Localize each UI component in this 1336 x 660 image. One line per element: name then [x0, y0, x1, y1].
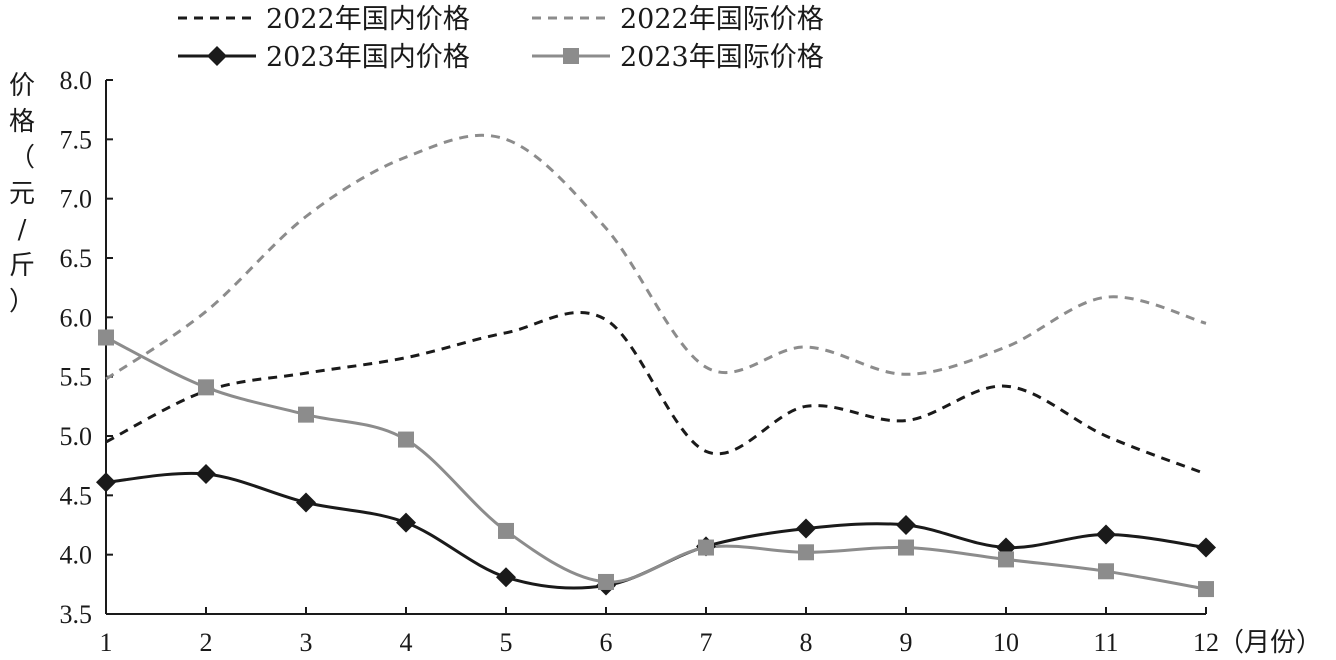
legend-label: 2023年国内价格: [266, 42, 470, 73]
series-line-4: [105, 336, 1207, 591]
y-axis-title: 价格（元/斤）: [9, 71, 35, 317]
series-markers: [96, 329, 1216, 598]
data-point-square: [1198, 581, 1214, 598]
x-tick-label: 9: [900, 628, 913, 657]
data-point-diamond: [1096, 524, 1116, 545]
y-tick-label: 5.0: [60, 422, 93, 451]
legend-item-4: 2023年国际价格: [532, 42, 824, 73]
series-lines: [105, 133, 1207, 591]
legend: 2022年国内价格 2022年国际价格 2023年国内价格 2023年国际价格: [178, 4, 824, 73]
data-point-diamond: [296, 492, 316, 513]
x-tick-label: 7: [700, 628, 713, 657]
y-tick-label: 7.5: [60, 125, 93, 154]
series-line-1: [105, 310, 1207, 476]
series-line-3: [105, 471, 1207, 590]
y-tick-label: 6.5: [60, 244, 93, 273]
x-tick-label: 5: [500, 628, 513, 657]
data-point-diamond: [196, 463, 216, 484]
y-tick-label: 3.5: [60, 600, 93, 629]
legend-label: 2022年国内价格: [266, 4, 470, 35]
series-line-2: [105, 133, 1207, 381]
data-point-square: [898, 539, 914, 556]
legend-item-2: 2022年国际价格: [532, 4, 824, 35]
legend-label: 2023年国际价格: [620, 42, 824, 73]
legend-marker-square: [563, 48, 579, 64]
x-tick-label: 12: [1193, 628, 1219, 657]
data-point-diamond: [496, 567, 516, 588]
data-point-diamond: [796, 518, 816, 539]
x-tick-label: 2: [200, 628, 213, 657]
data-point-square: [698, 539, 714, 556]
x-tick-label: 3: [300, 628, 313, 657]
data-point-square: [498, 522, 514, 539]
data-point-square: [398, 431, 414, 448]
axes: 3.54.04.55.05.56.06.57.07.58.01 2 3 4 5 6 7 8 9 1…: [60, 66, 1220, 657]
data-point-diamond: [896, 515, 916, 535]
y-tick-label: 6.0: [60, 303, 93, 332]
legend-label: 2022年国际价格: [620, 4, 824, 35]
data-point-square: [298, 406, 314, 423]
x-tick-label: 11: [1093, 628, 1118, 657]
legend-item-1: 2022年国内价格: [178, 4, 470, 35]
data-point-square: [1098, 563, 1114, 580]
y-tick-label: 7.0: [60, 185, 93, 214]
data-point-square: [98, 329, 114, 346]
data-point-square: [998, 551, 1014, 568]
x-tick-label: 8: [800, 628, 813, 657]
y-tick-label: 4.5: [60, 481, 93, 510]
data-point-square: [598, 573, 614, 590]
legend-item-3: 2023年国内价格: [178, 42, 470, 73]
data-point-diamond: [396, 512, 416, 533]
legend-marker-diamond: [207, 46, 227, 66]
y-tick-label: 8.0: [60, 66, 93, 95]
data-point-diamond: [1196, 537, 1216, 558]
y-axis-title-text: 价格（元/斤）: [9, 71, 35, 317]
data-point-diamond: [96, 472, 116, 493]
x-axis-title: （月份）: [1218, 628, 1322, 658]
y-tick-label: 5.5: [60, 363, 93, 392]
x-tick-label: 10: [993, 628, 1019, 657]
x-tick-label: 4: [400, 628, 413, 657]
x-tick-label: 6: [600, 628, 613, 657]
y-tick-label: 4.0: [60, 541, 93, 570]
data-point-square: [198, 379, 214, 396]
data-point-square: [798, 544, 814, 561]
x-tick-label: 1: [100, 628, 113, 657]
